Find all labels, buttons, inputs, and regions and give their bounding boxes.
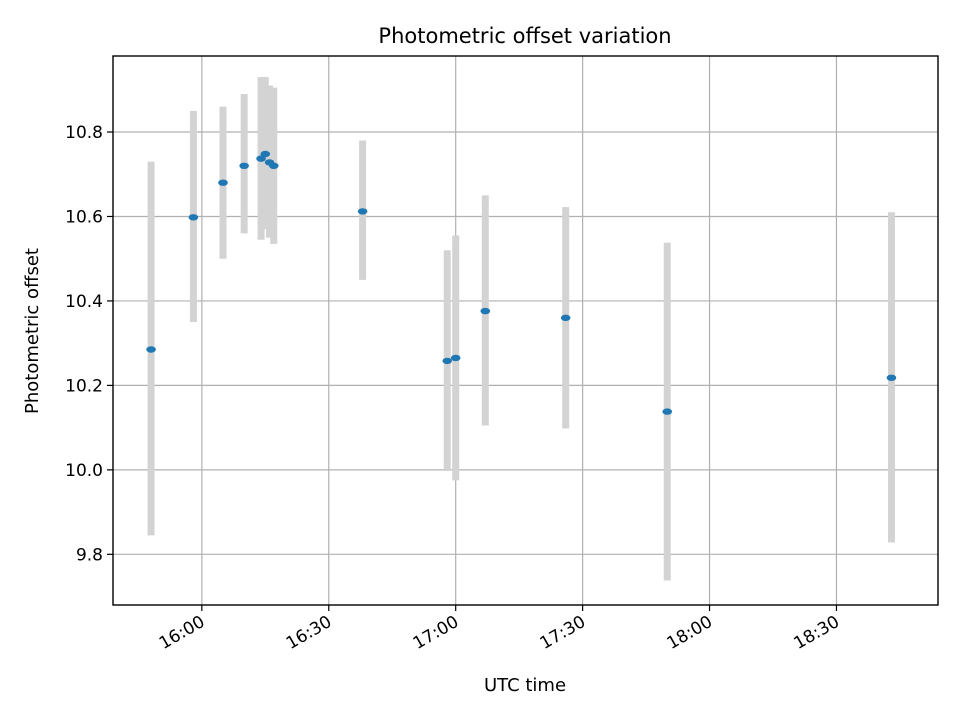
data-point [268, 162, 279, 169]
data-points [146, 150, 897, 415]
data-point [256, 155, 266, 162]
y-axis: 9.8 10.0 10.2 10.4 10.6 10.8 [65, 123, 113, 565]
data-point [662, 408, 673, 415]
x-tick-label: 17:00 [410, 612, 462, 654]
x-axis: 16:00 16:30 17:00 17:30 18:00 18:30 [156, 605, 843, 654]
y-axis-label: Photometric offset [22, 248, 43, 414]
y-tick-label: 10.2 [65, 376, 103, 396]
data-point [886, 374, 897, 381]
grid [113, 56, 938, 605]
data-point [239, 162, 249, 169]
x-tick-label: 16:30 [283, 612, 335, 654]
data-point [480, 307, 491, 315]
data-point [188, 214, 199, 221]
y-tick-label: 10.4 [65, 292, 103, 312]
data-point [560, 314, 571, 322]
y-tick-label: 10.6 [65, 207, 103, 227]
data-point [357, 208, 368, 215]
x-tick-label: 18:30 [791, 612, 843, 654]
data-point [450, 354, 461, 362]
chart-title: Photometric offset variation [378, 24, 671, 48]
data-point [146, 346, 156, 353]
x-axis-label: UTC time [484, 675, 566, 696]
x-tick-label: 17:30 [537, 612, 589, 654]
data-point [442, 357, 453, 365]
y-tick-label: 10.8 [65, 123, 103, 143]
plot-frame [112, 55, 939, 606]
x-tick-label: 18:00 [664, 612, 716, 654]
y-tick-label: 10.0 [65, 461, 103, 481]
data-point [260, 150, 271, 158]
data-point [218, 179, 228, 186]
x-tick-label: 16:00 [156, 612, 208, 654]
y-tick-label: 9.8 [76, 545, 103, 565]
